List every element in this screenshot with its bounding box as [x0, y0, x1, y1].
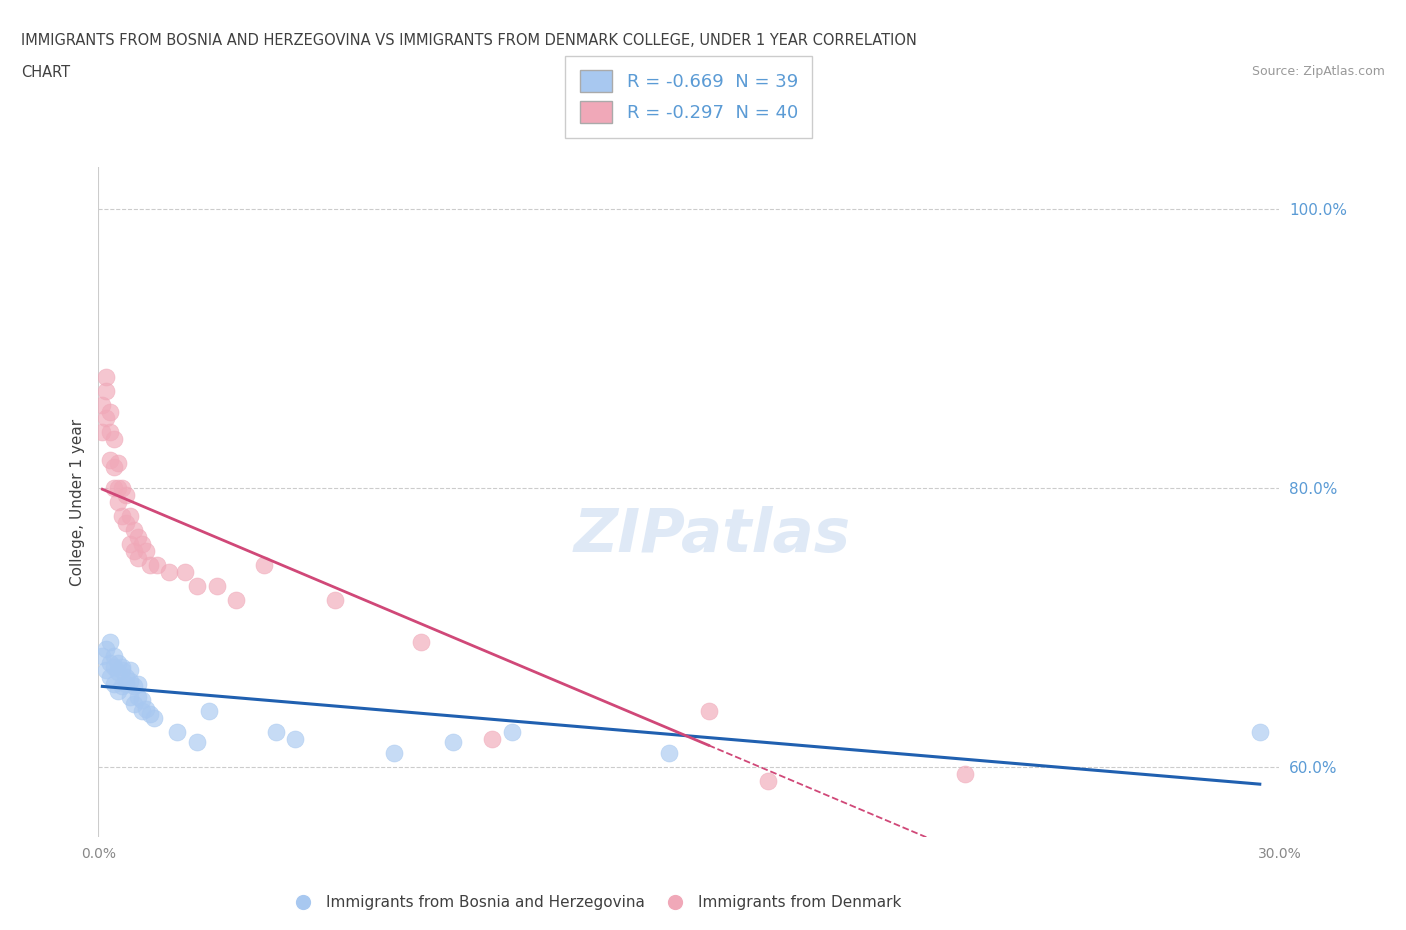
Point [131, 704, 153, 719]
Text: IMMIGRANTS FROM BOSNIA AND HERZEGOVINA VS IMMIGRANTS FROM DENMARK COLLEGE, UNDER: IMMIGRANTS FROM BOSNIA AND HERZEGOVINA V… [21, 33, 917, 47]
Point [501, 725, 523, 740]
Point [122, 544, 145, 559]
Point [98, 453, 121, 468]
Point [115, 676, 138, 691]
Point [122, 698, 145, 712]
Point [98, 634, 121, 649]
Point [127, 676, 149, 691]
Point [197, 704, 219, 719]
Point [103, 648, 125, 663]
Point [146, 557, 169, 572]
Point [1249, 725, 1271, 740]
Point [103, 481, 125, 496]
Point [98, 655, 121, 670]
Point [115, 516, 138, 531]
Point [96, 411, 118, 426]
Point [111, 659, 134, 674]
Text: CHART: CHART [21, 65, 70, 80]
Point [186, 578, 208, 593]
Point [157, 565, 180, 579]
Point [264, 725, 287, 740]
Point [98, 670, 121, 684]
Point [138, 557, 160, 572]
Point [103, 432, 125, 447]
Point [118, 673, 141, 688]
Point [96, 662, 118, 677]
Point [756, 774, 779, 789]
Point [135, 544, 157, 559]
Point [107, 665, 129, 680]
Point [697, 704, 720, 719]
Point [127, 530, 149, 545]
Point [107, 655, 129, 670]
Point [225, 592, 247, 607]
Point [115, 670, 138, 684]
Point [323, 592, 346, 607]
Point [411, 634, 433, 649]
Y-axis label: College, Under 1 year: College, Under 1 year [69, 418, 84, 586]
Point [118, 662, 141, 677]
Point [111, 481, 134, 496]
Point [91, 425, 114, 440]
Point [96, 383, 118, 398]
Point [382, 746, 405, 761]
Point [118, 537, 141, 551]
Point [103, 460, 125, 475]
Point [174, 565, 197, 579]
Point [103, 659, 125, 674]
Point [131, 693, 153, 708]
Point [118, 509, 141, 524]
Text: Source: ZipAtlas.com: Source: ZipAtlas.com [1251, 65, 1385, 78]
Point [127, 551, 149, 565]
Point [107, 481, 129, 496]
Point [138, 707, 160, 722]
Point [96, 642, 118, 657]
Point [953, 766, 976, 781]
Point [118, 690, 141, 705]
Point [98, 405, 121, 419]
Point [91, 648, 114, 663]
Point [111, 662, 134, 677]
Point [111, 679, 134, 694]
Point [103, 676, 125, 691]
Point [98, 425, 121, 440]
Point [122, 523, 145, 538]
Point [96, 369, 118, 384]
Point [186, 735, 208, 750]
Point [111, 509, 134, 524]
Point [142, 711, 165, 725]
Point [441, 735, 464, 750]
Point [107, 495, 129, 510]
Point [131, 537, 153, 551]
Point [658, 746, 681, 761]
Point [135, 701, 157, 716]
Point [115, 487, 138, 502]
Point [107, 456, 129, 471]
Point [122, 679, 145, 694]
Point [284, 732, 307, 747]
Point [481, 732, 503, 747]
Point [205, 578, 228, 593]
Point [107, 683, 129, 698]
Point [91, 397, 114, 412]
Point [253, 557, 276, 572]
Point [127, 690, 149, 705]
Point [166, 725, 188, 740]
Legend: Immigrants from Bosnia and Herzegovina, Immigrants from Denmark: Immigrants from Bosnia and Herzegovina, … [281, 889, 907, 916]
Text: ZIPatlas: ZIPatlas [574, 506, 851, 565]
